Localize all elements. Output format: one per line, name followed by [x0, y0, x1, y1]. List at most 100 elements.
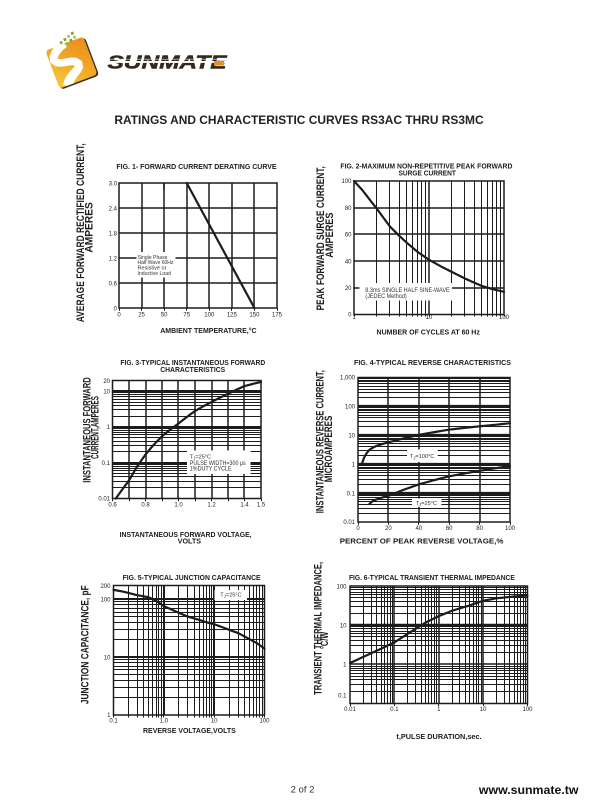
svg-text:TJ=25°C: TJ=25°C	[190, 454, 211, 460]
svg-text:AVERAGE FORWARD RECTIFIED CURR: AVERAGE FORWARD RECTIFIED CURRENT,	[75, 143, 87, 322]
svg-text:JUNCTION CAPACITANCE, pF: JUNCTION CAPACITANCE, pF	[79, 585, 91, 704]
svg-text:1: 1	[107, 713, 111, 719]
svg-text:100: 100	[204, 312, 215, 318]
svg-text:Single Phase: Single Phase	[138, 255, 168, 261]
svg-text:1,000: 1,000	[340, 376, 356, 382]
svg-text:PERCENT OF PEAK REVERSE VOLTAG: PERCENT OF PEAK REVERSE VOLTAGE,%	[340, 539, 505, 546]
svg-text:0.1: 0.1	[347, 491, 356, 497]
svg-text:25: 25	[138, 312, 145, 318]
svg-text:8.3ms SINGLE HALF SINE-WAVE: 8.3ms SINGLE HALF SINE-WAVE	[365, 288, 449, 294]
svg-text:TJ=100°C: TJ=100°C	[410, 454, 434, 460]
svg-text:100: 100	[336, 585, 347, 591]
svg-text:10: 10	[104, 655, 111, 661]
svg-text:AMBIENT TEMPERATURE,°C: AMBIENT TEMPERATURE,°C	[160, 327, 256, 335]
svg-text:1: 1	[352, 315, 356, 321]
svg-text:100: 100	[345, 405, 356, 411]
svg-text:125: 125	[227, 312, 238, 318]
svg-text:1.5: 1.5	[257, 503, 266, 509]
svg-text:1.2: 1.2	[109, 256, 118, 262]
svg-text:Resistive or: Resistive or	[138, 266, 167, 272]
svg-text:80: 80	[345, 206, 352, 212]
svg-text:10: 10	[480, 707, 487, 713]
svg-text:0.01: 0.01	[343, 520, 355, 526]
svg-text:10: 10	[340, 623, 347, 629]
svg-text:°C/W: °C/W	[319, 631, 331, 649]
svg-text:60: 60	[345, 233, 352, 239]
svg-text:NUMBER OF CYCLES AT 60 Hz: NUMBER OF CYCLES AT 60 Hz	[377, 330, 481, 337]
svg-text:3.0: 3.0	[109, 181, 118, 187]
svg-text:TJ=25°C: TJ=25°C	[220, 592, 241, 598]
svg-text:FIG. 3-TYPICAL INSTANTANEOUS F: FIG. 3-TYPICAL INSTANTANEOUS FORWARD	[120, 360, 265, 367]
svg-text:2.4: 2.4	[109, 206, 118, 212]
svg-text:2 of 2: 2 of 2	[291, 785, 315, 796]
svg-text:1.4: 1.4	[240, 503, 249, 509]
svg-text:80: 80	[476, 526, 483, 532]
svg-text:Half Wave 60Hz: Half Wave 60Hz	[138, 260, 174, 266]
svg-text:20: 20	[103, 379, 110, 385]
svg-text:175: 175	[272, 312, 283, 318]
svg-text:AMPERES: AMPERES	[84, 202, 96, 252]
svg-text:t,PULSE DURATION,sec.: t,PULSE DURATION,sec.	[396, 734, 481, 741]
svg-text:200: 200	[100, 584, 111, 590]
svg-text:(JEDEC Method): (JEDEC Method)	[365, 294, 406, 300]
svg-text:100: 100	[499, 315, 510, 321]
svg-text:0.1: 0.1	[109, 718, 118, 724]
svg-text:60: 60	[446, 526, 453, 532]
svg-text:1: 1	[343, 663, 347, 669]
svg-text:10: 10	[348, 434, 355, 440]
svg-text:0: 0	[348, 313, 352, 319]
svg-text:0.01: 0.01	[344, 707, 356, 713]
svg-text:REVERSE VOLTAGE,VOLTS: REVERSE VOLTAGE,VOLTS	[143, 728, 236, 735]
svg-text:INSTANTANEOUS FORWARD VOLTAGE,: INSTANTANEOUS FORWARD VOLTAGE,	[120, 532, 252, 539]
svg-text:50: 50	[161, 312, 168, 318]
svg-text:AMPERES: AMPERES	[324, 213, 336, 258]
svg-text:FIG. 2-MAXIMUM NON-REPETITIVE: FIG. 2-MAXIMUM NON-REPETITIVE PEAK FORWA…	[340, 163, 512, 170]
svg-text:CHARACTERISTICS: CHARACTERISTICS	[160, 367, 225, 374]
svg-text:1%DUTY CYCLE: 1%DUTY CYCLE	[190, 467, 232, 473]
svg-text:1.0: 1.0	[160, 718, 169, 724]
svg-text:PULSE WIDTH=300 μs: PULSE WIDTH=300 μs	[190, 461, 246, 467]
svg-text:100: 100	[259, 718, 270, 724]
svg-text:10: 10	[426, 315, 433, 321]
svg-text:www.sunmate.tw: www.sunmate.tw	[478, 783, 579, 797]
svg-text:INSTANTANEOUS FORWARD: INSTANTANEOUS FORWARD	[82, 377, 94, 482]
svg-text:20: 20	[345, 286, 352, 292]
svg-text:100: 100	[100, 597, 111, 603]
svg-text:VOLTS: VOLTS	[178, 539, 202, 546]
svg-text:0.8: 0.8	[141, 503, 150, 509]
svg-text:CURRENT,AMPERES: CURRENT,AMPERES	[90, 396, 102, 459]
svg-text:FIG. 4-TYPICAL REVERSE CHARACT: FIG. 4-TYPICAL REVERSE CHARACTERISTICS	[354, 360, 511, 367]
svg-text:MICROAMPERES: MICROAMPERES	[323, 416, 335, 483]
svg-text:FIG. 6-TYPICAL TRANSIENT THERM: FIG. 6-TYPICAL TRANSIENT THERMAL IMPEDAN…	[349, 575, 515, 582]
svg-text:10: 10	[103, 389, 110, 395]
svg-text:100: 100	[341, 179, 352, 185]
svg-text:PEAK FORWARD SURGE CURRENT,: PEAK FORWARD SURGE CURRENT,	[315, 166, 327, 310]
svg-text:1.0: 1.0	[174, 503, 183, 509]
svg-text:0.01: 0.01	[98, 497, 110, 503]
svg-text:40: 40	[345, 259, 352, 265]
svg-text:1: 1	[107, 425, 111, 431]
svg-text:20: 20	[385, 526, 392, 532]
svg-text:FIG. 1- FORWARD CURRENT DERATI: FIG. 1- FORWARD CURRENT DERATING CURVE	[116, 164, 277, 171]
svg-text:RATINGS AND CHARACTERISTIC CUR: RATINGS AND CHARACTERISTIC CURVES RS3AC …	[114, 115, 483, 127]
svg-text:Inductive Load: Inductive Load	[138, 271, 172, 277]
svg-text:0.6: 0.6	[108, 503, 117, 509]
svg-text:100: 100	[522, 707, 533, 713]
svg-text:0: 0	[356, 526, 360, 532]
svg-text:0.1: 0.1	[338, 693, 347, 699]
svg-text:TRANSIENT THERMAL IMPEDANCE,: TRANSIENT THERMAL IMPEDANCE,	[312, 562, 324, 695]
svg-text:TJ=25°C: TJ=25°C	[416, 501, 437, 507]
svg-text:0.1: 0.1	[390, 707, 399, 713]
svg-text:0.6: 0.6	[109, 281, 118, 287]
svg-text:0: 0	[114, 306, 118, 312]
svg-text:150: 150	[249, 312, 260, 318]
svg-text:INSTANTANEOUS REVERSE CURRENT,: INSTANTANEOUS REVERSE CURRENT,	[315, 370, 327, 513]
svg-text:75: 75	[183, 312, 190, 318]
svg-text:0.1: 0.1	[102, 461, 111, 467]
svg-text:1.8: 1.8	[109, 231, 118, 237]
svg-text:10: 10	[211, 718, 218, 724]
svg-text:0: 0	[117, 312, 121, 318]
svg-text:1.2: 1.2	[207, 503, 216, 509]
svg-text:1: 1	[352, 462, 356, 468]
svg-text:100: 100	[505, 526, 516, 532]
